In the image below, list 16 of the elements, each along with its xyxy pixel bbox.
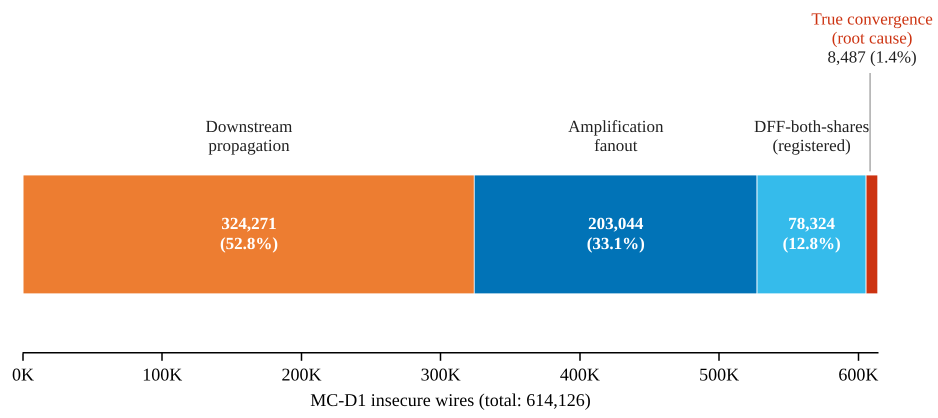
data-label: 324,271 (52.8%)	[220, 214, 278, 253]
x-tick-label: 600K	[838, 364, 878, 384]
x-tick-label: 200K	[281, 364, 322, 384]
text: True convergence (root cause)	[811, 9, 933, 48]
x-axis-title: MC-D1 insecure wires (total: 614,126)	[310, 390, 591, 410]
x-tick-label: 500K	[699, 364, 740, 384]
data-label: 78,324 (12.8%)	[782, 214, 841, 253]
series-label: Downstream propagation	[206, 116, 292, 155]
series-label: Amplification fanout	[568, 116, 664, 155]
x-tick-label: 400K	[560, 364, 600, 384]
x-tick-label: 100K	[142, 364, 182, 384]
data-label: 203,044 (33.1%)	[586, 214, 645, 253]
series-label: DFF-both-shares (registered)	[754, 116, 870, 155]
data-label: 8,487 (1.4%)	[827, 47, 917, 66]
x-tick-label: 300K	[420, 364, 461, 384]
x-tick-label: 0K	[12, 364, 34, 384]
